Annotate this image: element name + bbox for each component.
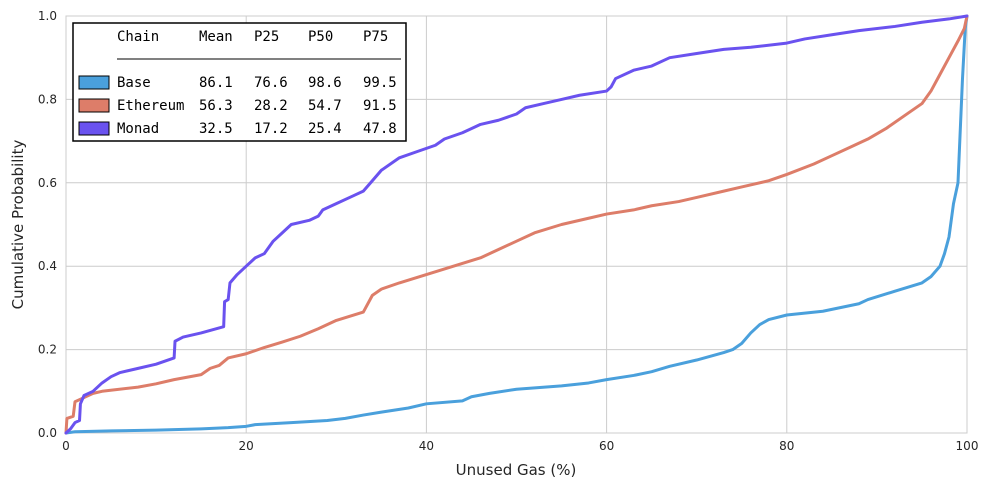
legend-cell: Ethereum (117, 98, 184, 114)
series-line-base (64, 14, 969, 435)
legend-header-cell: P25 (254, 29, 279, 45)
y-tick-label: 0.6 (38, 176, 57, 190)
legend-cell: 76.6 (254, 75, 288, 91)
series-lines (64, 14, 969, 435)
y-tick-label: 0.8 (38, 92, 57, 106)
y-tick-label: 1.0 (38, 9, 57, 23)
legend-cell: Monad (117, 121, 159, 137)
legend-cell: 86.1 (199, 75, 233, 91)
tick-labels: 0 20 40 60 80 100 0.0 0.2 0.4 0.6 0.8 1.0 (38, 9, 979, 453)
legend-cell: 98.6 (308, 75, 342, 91)
x-tick-label: 60 (599, 439, 614, 453)
legend-cell: 54.7 (308, 98, 342, 114)
legend: Chain Mean P25 P50 P75 Base 86.1 76.6 98.6 99.5 Et… (72, 22, 407, 142)
legend-header-cell: Chain (117, 29, 159, 45)
legend-swatch-base (78, 75, 110, 90)
legend-cell: 91.5 (363, 98, 397, 114)
legend-header-cell: P50 (308, 29, 333, 45)
legend-cell: 25.4 (308, 121, 342, 137)
y-tick-label: 0.2 (38, 343, 57, 357)
legend-cell: 32.5 (199, 121, 233, 137)
legend-cell: 99.5 (363, 75, 397, 91)
plot-frame (65, 15, 968, 434)
legend-cell: 47.8 (363, 121, 397, 137)
legend-cell: Base (117, 75, 151, 91)
legend-header-cell: Mean (199, 29, 233, 45)
legend-header-cell: P75 (363, 29, 388, 45)
x-axis-title: Unused Gas (%) (456, 461, 577, 479)
y-tick-label: 0.0 (38, 426, 57, 440)
legend-cell: 17.2 (254, 121, 288, 137)
legend-cell: 28.2 (254, 98, 288, 114)
series-line-ethereum (64, 14, 969, 435)
legend-swatch-ethereum (78, 98, 110, 113)
x-tick-label: 100 (956, 439, 979, 453)
x-tick-label: 20 (239, 439, 254, 453)
y-tick-label: 0.4 (38, 259, 57, 273)
legend-cell: 56.3 (199, 98, 233, 114)
legend-swatch-monad (78, 121, 110, 136)
x-tick-label: 0 (62, 439, 70, 453)
x-tick-label: 80 (779, 439, 794, 453)
y-axis-title: Cumulative Probability (9, 140, 27, 310)
series-line-monad (64, 14, 969, 435)
x-tick-label: 40 (419, 439, 434, 453)
legend-box (72, 22, 407, 142)
